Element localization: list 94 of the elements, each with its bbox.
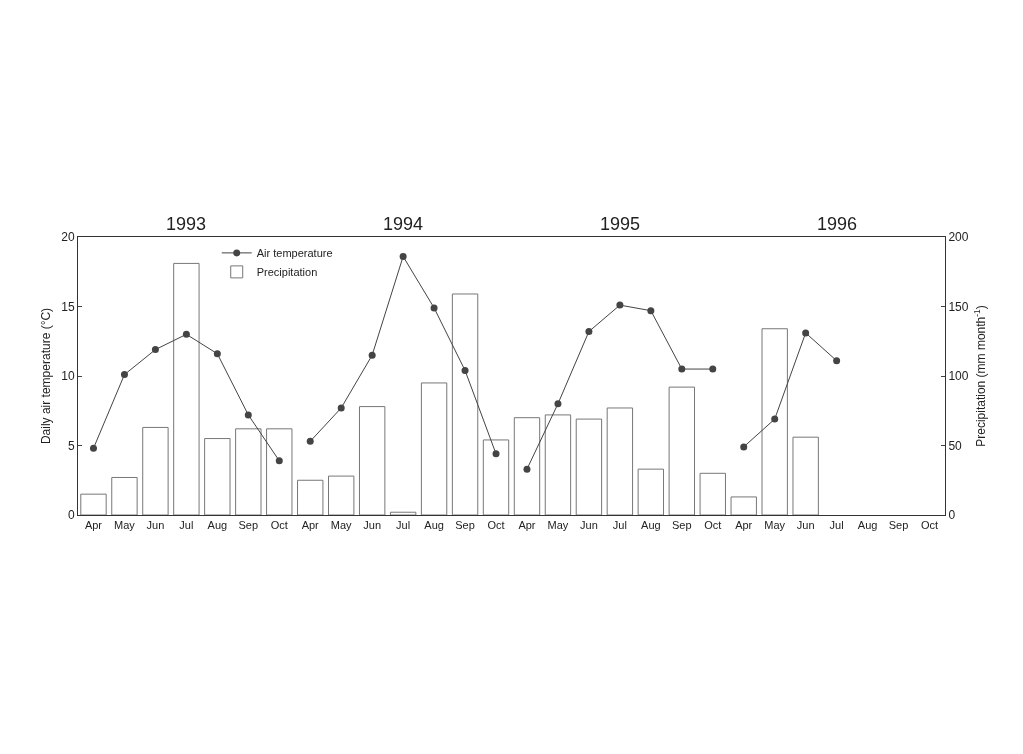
bar bbox=[451, 293, 479, 515]
point bbox=[461, 366, 469, 374]
x-tick-label: Sep bbox=[455, 519, 475, 532]
x-tick-label: Jun bbox=[580, 519, 598, 532]
x-tick-label: Apr bbox=[518, 519, 536, 532]
point bbox=[616, 301, 624, 309]
y-axis-title: Daily air temperature (°C) bbox=[38, 307, 53, 445]
x-tick-label: May bbox=[330, 519, 353, 532]
bar bbox=[266, 428, 293, 515]
point bbox=[771, 415, 779, 423]
bar bbox=[761, 328, 788, 515]
x-tick-label: Jul bbox=[179, 519, 194, 532]
bar bbox=[173, 262, 200, 515]
point bbox=[833, 357, 841, 365]
x-tick-label: Aug bbox=[641, 519, 661, 532]
point bbox=[120, 371, 128, 379]
x-tick-label: Aug bbox=[207, 519, 228, 532]
y-tick-label: 0 bbox=[67, 508, 75, 523]
y-tick-label: 20 bbox=[61, 230, 75, 245]
bar bbox=[111, 476, 138, 515]
y2-tick-label: 150 bbox=[948, 299, 969, 314]
bar bbox=[513, 417, 541, 515]
y2-tick-label: 0 bbox=[948, 508, 956, 523]
x-tick-label: Apr bbox=[301, 519, 320, 532]
text: 1996 bbox=[817, 214, 858, 234]
x-tick-label: Jun bbox=[796, 519, 815, 532]
bar bbox=[606, 407, 634, 515]
bar bbox=[358, 406, 386, 515]
point bbox=[709, 365, 717, 373]
point bbox=[740, 443, 748, 451]
point bbox=[213, 350, 221, 358]
point bbox=[802, 329, 810, 337]
y-tick-label: 15 bbox=[61, 299, 75, 314]
x-tick-label: Oct bbox=[920, 519, 939, 532]
text: 1993 bbox=[166, 214, 207, 234]
bar bbox=[297, 479, 324, 515]
point bbox=[430, 304, 438, 312]
legend-label: Precipitation bbox=[256, 266, 318, 279]
point bbox=[368, 351, 376, 359]
bar bbox=[204, 438, 231, 515]
x-tick-label: Sep bbox=[238, 519, 259, 532]
point bbox=[337, 404, 345, 412]
point bbox=[554, 400, 562, 408]
text: 1994 bbox=[383, 214, 424, 234]
x-tick-label: Jul bbox=[396, 519, 411, 532]
point bbox=[523, 465, 531, 473]
x-tick-label: Aug bbox=[424, 519, 444, 532]
point bbox=[399, 252, 407, 260]
y2-tick-label: 50 bbox=[948, 438, 963, 453]
bar bbox=[575, 418, 603, 515]
point bbox=[585, 328, 593, 336]
bar bbox=[482, 439, 510, 515]
bar bbox=[730, 496, 757, 515]
x-tick-label: Apr bbox=[84, 519, 103, 532]
x-tick-label: Apr bbox=[735, 519, 753, 532]
point bbox=[678, 365, 686, 373]
x-tick-label: May bbox=[547, 519, 569, 532]
y2-tick-label: 100 bbox=[948, 369, 969, 384]
bar bbox=[792, 436, 819, 515]
x-tick-label: Jun bbox=[146, 519, 165, 532]
bar bbox=[328, 475, 355, 515]
point bbox=[89, 444, 97, 452]
x-tick-label: Aug bbox=[857, 519, 878, 532]
legend-label: Air temperature bbox=[256, 247, 333, 260]
text: 1995 bbox=[600, 214, 641, 234]
point bbox=[306, 437, 314, 445]
bar bbox=[420, 382, 448, 515]
bar bbox=[142, 426, 169, 515]
bar bbox=[699, 472, 726, 515]
x-tick-label: Jun bbox=[363, 519, 382, 532]
y-tick-label: 5 bbox=[67, 438, 75, 453]
bar bbox=[544, 414, 572, 515]
bar bbox=[80, 493, 107, 515]
x-tick-label: May bbox=[764, 519, 786, 532]
x-tick-label: Oct bbox=[704, 519, 722, 532]
x-tick-label: Oct bbox=[270, 519, 288, 532]
bar bbox=[389, 511, 417, 515]
x-tick-label: May bbox=[114, 519, 136, 532]
x-tick-label: Jul bbox=[612, 519, 627, 532]
point bbox=[492, 450, 500, 458]
bar bbox=[637, 468, 665, 515]
point bbox=[182, 330, 190, 338]
x-tick-label: Jul bbox=[829, 519, 844, 532]
x-tick-label: Oct bbox=[487, 519, 505, 532]
bar bbox=[668, 386, 695, 515]
x-tick-label: Sep bbox=[672, 519, 692, 532]
x-tick-label: Sep bbox=[888, 519, 909, 532]
bar bbox=[235, 428, 262, 515]
point bbox=[244, 411, 252, 419]
y-tick-label: 10 bbox=[61, 369, 75, 384]
y2-tick-label: 200 bbox=[948, 230, 969, 245]
point bbox=[151, 346, 159, 354]
point bbox=[647, 307, 655, 315]
point bbox=[275, 457, 283, 465]
